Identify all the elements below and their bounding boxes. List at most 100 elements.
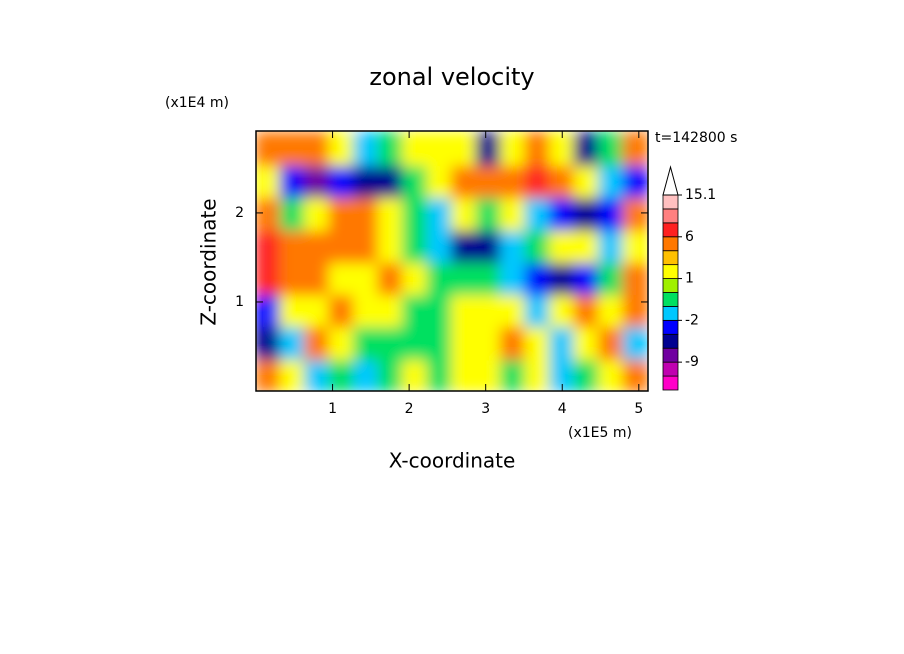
colorbar-band (662, 236, 679, 252)
field-cell (426, 131, 453, 167)
colorbar-band (662, 264, 679, 279)
field-cell (598, 325, 625, 361)
colorbar-extension (662, 165, 679, 196)
field-cell (549, 292, 576, 328)
field-cell (598, 163, 625, 199)
field-cell (598, 292, 625, 328)
field-cell (475, 196, 502, 232)
field-cell (402, 357, 429, 391)
colorbar-band (662, 361, 679, 377)
field-cell (304, 196, 331, 232)
field-cell (304, 163, 331, 199)
chart-title: zonal velocity (369, 63, 534, 91)
field-cell (451, 163, 478, 199)
field-cell (475, 260, 502, 296)
field-cell (328, 325, 355, 361)
field-cell (475, 357, 502, 391)
field-cell (328, 163, 355, 199)
field-cell (573, 228, 600, 264)
field-cell (500, 325, 527, 361)
field-cell (549, 196, 576, 232)
field-cell (451, 325, 478, 361)
field-cell (304, 228, 331, 264)
field-cell (598, 228, 625, 264)
x-tick-label: 4 (558, 401, 567, 417)
field-cell (622, 260, 648, 296)
y-axis-label: Z-coordinate (197, 198, 221, 325)
field-cell (598, 131, 625, 167)
field-cell (328, 292, 355, 328)
field-cell (426, 325, 453, 361)
colorbar-band (662, 375, 679, 391)
field-cell (426, 163, 453, 199)
colorbar-tick-label: 6 (685, 229, 694, 245)
field-cell (573, 196, 600, 232)
field-cell (549, 228, 576, 264)
field-cell (426, 357, 453, 391)
field-cell (279, 357, 306, 391)
field-cell (451, 357, 478, 391)
field-cell (500, 196, 527, 232)
field-cell (598, 260, 625, 296)
field-cell (573, 163, 600, 199)
field-cell (328, 196, 355, 232)
field-cell (500, 260, 527, 296)
field-cell (279, 163, 306, 199)
field-cell (328, 260, 355, 296)
field-cell (426, 292, 453, 328)
field-cell (573, 260, 600, 296)
colorbar-band (662, 292, 679, 307)
field-cell (622, 325, 648, 361)
field-cell (256, 228, 282, 264)
colorbar-tick-label: -9 (685, 354, 699, 370)
field-cell (256, 163, 282, 199)
field-cell (573, 325, 600, 361)
field-cell (256, 325, 282, 361)
field-cell (475, 292, 502, 328)
field-cell (475, 163, 502, 199)
field-cell (475, 131, 502, 167)
field-cell (500, 357, 527, 391)
field-cell (549, 163, 576, 199)
colorbar-tick-label: 1 (685, 271, 694, 287)
field-cell (377, 163, 404, 199)
field-cell (279, 196, 306, 232)
field-cell (402, 228, 429, 264)
field-cell (402, 292, 429, 328)
y-tick-label: 1 (235, 294, 244, 310)
field-cell (377, 131, 404, 167)
field-cell (353, 228, 380, 264)
plot-frame (255, 130, 649, 392)
field-cell (500, 228, 527, 264)
x-tick-label: 2 (405, 401, 414, 417)
field-cell (304, 357, 331, 391)
field-cell (304, 292, 331, 328)
field-cell (573, 357, 600, 391)
field-cell (279, 131, 306, 167)
field-cell (377, 325, 404, 361)
field-cell (377, 196, 404, 232)
field-cell (524, 196, 551, 232)
field-cell (256, 260, 282, 296)
x-tick-label: 5 (634, 401, 643, 417)
x-tick-label: 3 (481, 401, 490, 417)
field-cell (377, 260, 404, 296)
field-cell (402, 131, 429, 167)
field-cell (256, 131, 282, 167)
colorbar-band (662, 319, 679, 335)
field-cell (377, 292, 404, 328)
field-cell (573, 292, 600, 328)
field-cell (500, 131, 527, 167)
field-cell (279, 292, 306, 328)
x-tick-label: 1 (328, 401, 337, 417)
field-cell (402, 196, 429, 232)
field-cell (524, 228, 551, 264)
field-cell (256, 196, 282, 232)
field (256, 131, 648, 391)
field-cell (573, 131, 600, 167)
time-label: t=142800 s (655, 130, 737, 146)
field-cell (426, 260, 453, 296)
colorbar-tick-label: -2 (685, 312, 699, 328)
y-tick-label: 2 (235, 205, 244, 221)
